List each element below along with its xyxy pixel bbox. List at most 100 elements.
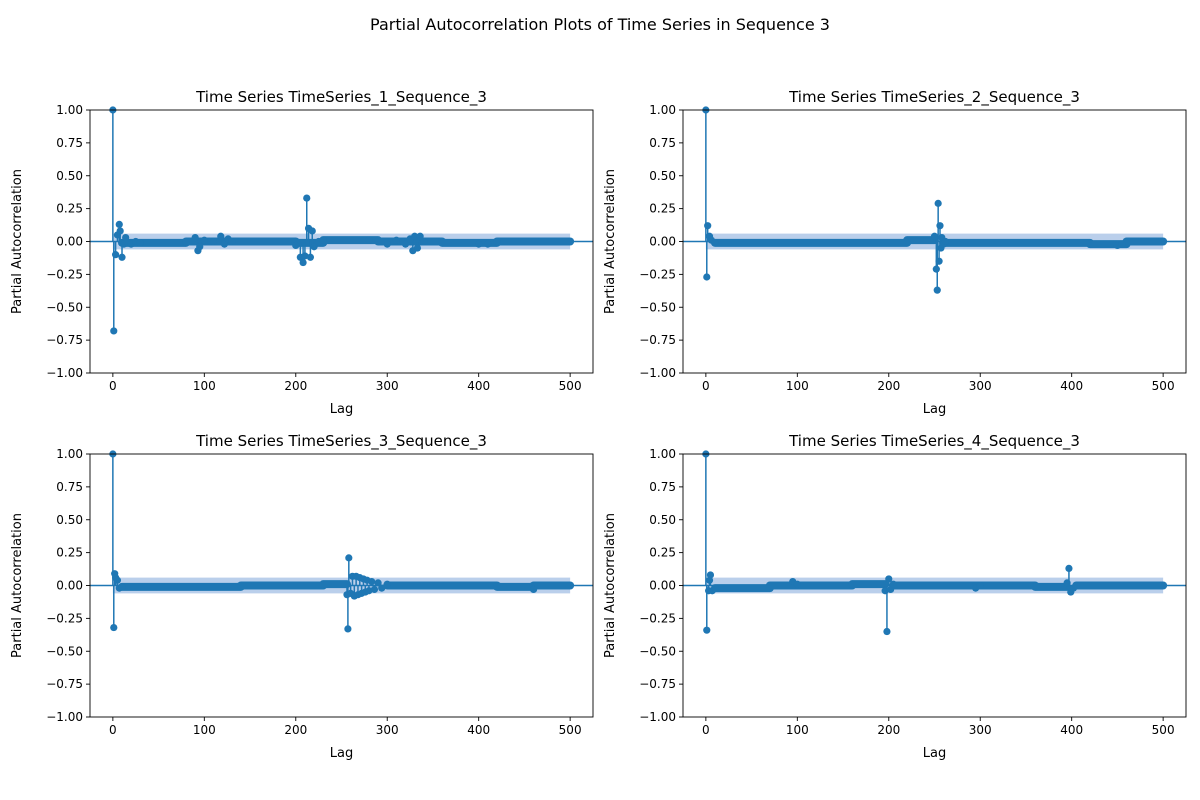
x-axis-label: Lag bbox=[923, 402, 946, 417]
pacf-point bbox=[934, 199, 942, 207]
y-tick-label: 0.25 bbox=[649, 202, 676, 216]
y-tick-label: −0.75 bbox=[639, 677, 676, 691]
subplot-title: Time Series TimeSeries_1_Sequence_3 bbox=[195, 88, 487, 107]
y-tick-label: 0.00 bbox=[649, 579, 676, 593]
pacf-point bbox=[401, 240, 410, 248]
y-tick-label: −0.75 bbox=[46, 333, 83, 347]
y-tick-label: −0.25 bbox=[46, 267, 83, 281]
pacf-point bbox=[110, 623, 118, 632]
x-tick-label: 500 bbox=[1152, 379, 1175, 393]
y-tick-label: −1.00 bbox=[46, 710, 83, 724]
y-tick-label: 0.75 bbox=[649, 480, 676, 494]
x-tick-label: 200 bbox=[284, 723, 307, 737]
pacf-point bbox=[220, 240, 229, 248]
pacf-point bbox=[392, 236, 400, 244]
x-tick-label: 400 bbox=[1060, 379, 1083, 393]
y-tick-label: −0.75 bbox=[46, 677, 83, 691]
y-tick-label: 0.50 bbox=[649, 513, 676, 527]
y-tick-label: −0.25 bbox=[46, 611, 83, 625]
pacf-point bbox=[118, 253, 126, 261]
pacf-point bbox=[228, 237, 236, 246]
pacf-point bbox=[703, 626, 711, 634]
pacf-point bbox=[704, 222, 712, 230]
pacf-point bbox=[292, 241, 300, 250]
y-axis-label: Partial Autocorrelation bbox=[10, 169, 25, 314]
pacf-point bbox=[365, 587, 373, 595]
x-tick-label: 400 bbox=[467, 379, 490, 393]
y-tick-label: −0.25 bbox=[639, 611, 676, 625]
x-tick-label: 0 bbox=[109, 723, 117, 737]
pacf-point bbox=[883, 627, 891, 636]
pacf-point bbox=[976, 581, 984, 590]
y-axis-label: Partial Autocorrelation bbox=[603, 513, 618, 658]
pacf-point bbox=[217, 232, 225, 240]
y-tick-label: 0.25 bbox=[649, 546, 676, 560]
pacf-point bbox=[365, 236, 373, 244]
y-tick-label: 0.00 bbox=[56, 579, 83, 593]
pacf-point bbox=[930, 232, 939, 240]
pacf-subplot-2: Time Series TimeSeries_2_Sequence_3 0 100 2… bbox=[603, 88, 1187, 417]
y-tick-label: −0.25 bbox=[639, 267, 676, 281]
pacf-point bbox=[136, 239, 144, 247]
pacf-point bbox=[889, 580, 897, 588]
pacf-subplot-3: Time Series TimeSeries_3_Sequence_3 0 100 2… bbox=[10, 432, 594, 761]
y-tick-label: 0.75 bbox=[56, 136, 83, 150]
x-tick-label: 300 bbox=[376, 379, 399, 393]
y-tick-label: −1.00 bbox=[46, 366, 83, 380]
pacf-point bbox=[383, 240, 391, 248]
y-tick-label: 0.25 bbox=[56, 202, 83, 216]
pacf-point bbox=[529, 585, 538, 594]
x-tick-label: 0 bbox=[702, 723, 710, 737]
pacf-point bbox=[1072, 581, 1080, 590]
pacf-point bbox=[368, 577, 376, 586]
y-tick-label: −1.00 bbox=[639, 710, 676, 724]
x-tick-label: 100 bbox=[193, 379, 216, 393]
pacf-point bbox=[345, 554, 353, 562]
pacf-point bbox=[420, 237, 428, 246]
x-tick-label: 300 bbox=[376, 723, 399, 737]
y-axis-label: Partial Autocorrelation bbox=[603, 169, 618, 314]
pacf-point bbox=[200, 236, 208, 244]
pacf-point bbox=[112, 251, 120, 259]
pacf-subplot-1: Time Series TimeSeries_1_Sequence_3 0 100 2… bbox=[10, 88, 594, 417]
pacf-point bbox=[411, 232, 419, 240]
subplot-title: Time Series TimeSeries_2_Sequence_3 bbox=[788, 88, 1080, 107]
x-axis-label: Lag bbox=[330, 746, 353, 761]
y-tick-label: 1.00 bbox=[649, 447, 676, 461]
pacf-point bbox=[484, 240, 492, 248]
pacf-point bbox=[110, 327, 118, 335]
pacf-point bbox=[793, 580, 801, 588]
pacf-point bbox=[344, 625, 352, 633]
pacf-point bbox=[196, 243, 204, 251]
pacf-point bbox=[303, 194, 311, 202]
pacf-point bbox=[413, 244, 422, 252]
subplot-title: Time Series TimeSeries_3_Sequence_3 bbox=[195, 432, 487, 451]
y-tick-label: −1.00 bbox=[639, 366, 676, 380]
x-tick-label: 200 bbox=[284, 379, 307, 393]
subplot-title: Time Series TimeSeries_4_Sequence_3 bbox=[788, 432, 1080, 451]
x-tick-label: 300 bbox=[969, 723, 992, 737]
pacf-point bbox=[941, 237, 950, 246]
subplot-grid: Time Series TimeSeries_1_Sequence_3 0 100 2… bbox=[10, 88, 1187, 761]
pacf-point bbox=[493, 237, 501, 246]
pacf-point bbox=[416, 232, 424, 240]
y-tick-label: 0.00 bbox=[56, 235, 83, 249]
x-tick-label: 300 bbox=[969, 379, 992, 393]
y-tick-label: −0.75 bbox=[639, 333, 676, 347]
y-tick-label: 0.50 bbox=[56, 513, 83, 527]
y-axis-label: Partial Autocorrelation bbox=[10, 513, 25, 658]
y-tick-label: 0.75 bbox=[56, 480, 83, 494]
x-tick-label: 0 bbox=[109, 379, 117, 393]
pacf-point bbox=[1118, 240, 1126, 248]
y-tick-label: 1.00 bbox=[649, 103, 676, 117]
x-tick-label: 100 bbox=[786, 379, 809, 393]
x-tick-label: 0 bbox=[702, 379, 710, 393]
x-axis-label: Lag bbox=[330, 402, 353, 417]
pacf-point bbox=[711, 239, 719, 247]
x-tick-label: 400 bbox=[467, 723, 490, 737]
pacf-point bbox=[209, 237, 218, 246]
y-tick-label: 0.25 bbox=[56, 546, 83, 560]
pacf-point bbox=[1065, 564, 1073, 573]
pacf-subplot-4: Time Series TimeSeries_4_Sequence_3 0 100 2… bbox=[603, 432, 1187, 761]
